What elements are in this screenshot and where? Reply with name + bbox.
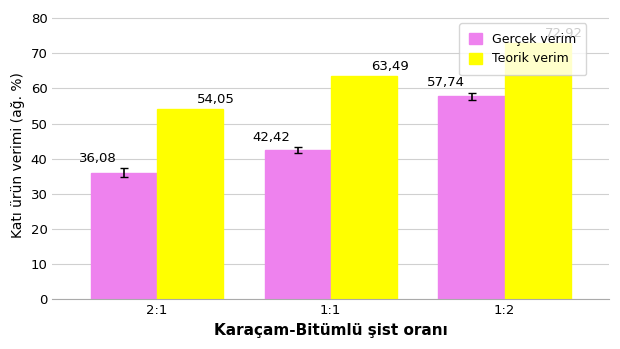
Bar [438, 96, 505, 299]
Y-axis label: Katı ürün verimi (ağ. %): Katı ürün verimi (ağ. %) [11, 72, 25, 238]
Text: 57,74: 57,74 [427, 76, 464, 89]
Legend: Gerçek verim, Teorik verim: Gerçek verim, Teorik verim [459, 23, 586, 75]
Bar [91, 173, 157, 299]
Text: 36,08: 36,08 [79, 152, 117, 165]
Bar [265, 150, 330, 299]
Text: 72,92: 72,92 [544, 27, 583, 39]
X-axis label: Karaçam-Bitümlü şist oranı: Karaçam-Bitümlü şist oranı [214, 323, 448, 338]
Bar [505, 43, 570, 299]
Text: 63,49: 63,49 [371, 60, 409, 73]
Text: 54,05: 54,05 [197, 93, 234, 106]
Bar [330, 76, 397, 299]
Text: 42,42: 42,42 [253, 131, 291, 144]
Bar [157, 109, 223, 299]
